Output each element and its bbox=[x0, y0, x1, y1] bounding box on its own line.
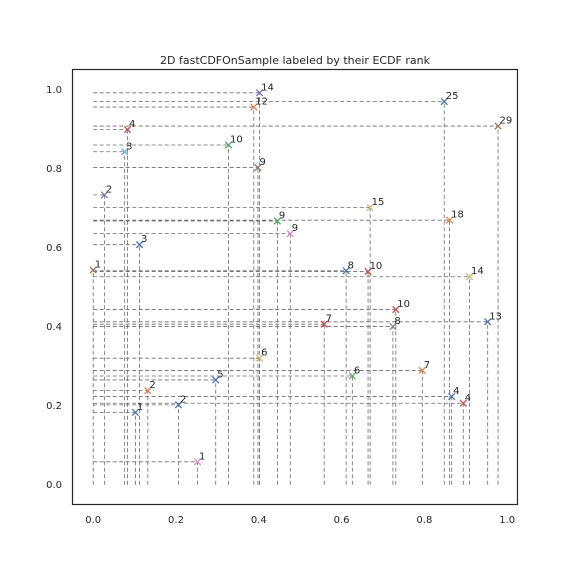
x-tick-label-4: 0.8 bbox=[416, 515, 432, 526]
point-label-25: 5 bbox=[217, 369, 223, 380]
y-tick-label-0: 0.0 bbox=[46, 480, 62, 491]
x-tick-label-2: 0.4 bbox=[251, 515, 267, 526]
point-label-1: 12 bbox=[255, 97, 268, 108]
point-label-29: 2 bbox=[180, 394, 186, 405]
x-tick-label-0: 0.0 bbox=[85, 515, 101, 526]
point-label-12: 9 bbox=[292, 223, 298, 234]
point-label-28: 4 bbox=[465, 393, 471, 404]
x-tick-label-3: 0.6 bbox=[334, 515, 350, 526]
point-label-30: 1 bbox=[137, 402, 143, 413]
point-label-14: 1 bbox=[95, 259, 101, 270]
point-label-5: 10 bbox=[230, 135, 243, 146]
point-label-17: 14 bbox=[471, 266, 484, 277]
point-label-16: 10 bbox=[370, 261, 383, 272]
point-label-21: 8 bbox=[394, 316, 400, 327]
point-label-6: 3 bbox=[126, 141, 132, 152]
point-label-22: 6 bbox=[261, 348, 267, 359]
point-label-15: 8 bbox=[348, 260, 354, 271]
point-label-24: 6 bbox=[354, 365, 360, 376]
point-label-27: 4 bbox=[453, 386, 459, 397]
point-label-13: 3 bbox=[141, 234, 147, 245]
y-tick-label-5: 1.0 bbox=[46, 85, 62, 96]
point-label-31: 1 bbox=[199, 451, 205, 462]
point-label-0: 14 bbox=[261, 82, 274, 93]
chart-title: 2D fastCDFOnSample labeled by their ECDF… bbox=[160, 54, 431, 67]
point-label-19: 13 bbox=[489, 311, 502, 322]
y-tick-label-1: 0.2 bbox=[46, 401, 62, 412]
point-label-4: 4 bbox=[129, 119, 135, 130]
x-tick-label-5: 1.0 bbox=[499, 515, 515, 526]
point-label-2: 25 bbox=[446, 91, 459, 102]
point-label-7: 9 bbox=[259, 157, 265, 168]
point-label-11: 9 bbox=[279, 210, 285, 221]
x-axis-ticks: 0.0 0.2 0.4 0.6 0.8 1.0 bbox=[85, 515, 515, 526]
point-label-10: 18 bbox=[451, 210, 464, 221]
point-label-8: 2 bbox=[106, 184, 112, 195]
point-label-18: 10 bbox=[397, 299, 410, 310]
point-label-26: 2 bbox=[149, 380, 155, 391]
point-label-20: 7 bbox=[326, 314, 332, 325]
y-axis-ticks: 0.0 0.2 0.4 0.6 0.8 1.0 bbox=[46, 85, 62, 491]
point-label-9: 15 bbox=[372, 197, 385, 208]
y-tick-label-3: 0.6 bbox=[46, 243, 62, 254]
y-tick-label-2: 0.4 bbox=[46, 322, 62, 333]
y-tick-label-4: 0.8 bbox=[46, 164, 62, 175]
point-label-3: 29 bbox=[500, 116, 513, 127]
point-label-23: 7 bbox=[424, 360, 430, 371]
x-tick-label-1: 0.2 bbox=[168, 515, 184, 526]
